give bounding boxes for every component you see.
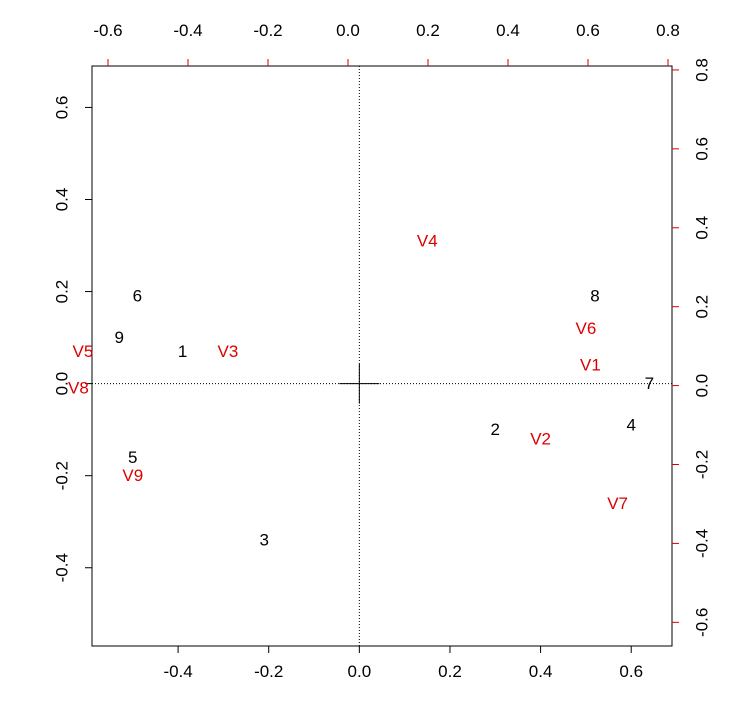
x-tick-label-top: 0.4 bbox=[496, 21, 520, 40]
x-tick-label-bottom: 0.0 bbox=[348, 662, 372, 681]
x-tick-label-bottom: -0.4 bbox=[163, 662, 192, 681]
observation-label-3: 3 bbox=[259, 531, 268, 550]
x-tick-label-top: -0.6 bbox=[93, 21, 122, 40]
observation-label-4: 4 bbox=[626, 416, 635, 435]
reference-lines bbox=[92, 66, 672, 646]
x-tick-label-bottom: 0.2 bbox=[438, 662, 462, 681]
y-tick-label-right: 0.8 bbox=[693, 58, 712, 82]
y-tick-label-left: 0.2 bbox=[53, 280, 72, 304]
y-tick-label-left: -0.2 bbox=[53, 461, 72, 490]
y-tick-label-right: 0.2 bbox=[693, 295, 712, 319]
x-tick-label-top: 0.0 bbox=[336, 21, 360, 40]
variable-label-v7: V7 bbox=[607, 494, 628, 513]
observation-label-8: 8 bbox=[590, 287, 599, 306]
variable-label-v2: V2 bbox=[530, 429, 551, 448]
y-tick-label-right: 0.0 bbox=[693, 374, 712, 398]
y-tick-label-right: -0.6 bbox=[693, 608, 712, 637]
x-tick-label-top: -0.2 bbox=[253, 21, 282, 40]
y-tick-label-right: -0.2 bbox=[693, 450, 712, 479]
y-tick-label-right: -0.4 bbox=[693, 529, 712, 558]
observation-label-2: 2 bbox=[491, 420, 500, 439]
y-axis-right: -0.6 -0.4 -0.2 0.0 0.2 0.4 0.6 0.8 bbox=[672, 58, 712, 637]
x-tick-label-bottom: -0.2 bbox=[254, 662, 283, 681]
y-tick-label-left: 0.4 bbox=[53, 188, 72, 212]
data-points: 1 2 3 4 5 6 7 8 9 V1 V2 V3 V4 V5 V6 V7 V8 V9 bbox=[68, 231, 654, 549]
y-tick-label-left: -0.4 bbox=[53, 553, 72, 582]
variable-label-v6: V6 bbox=[576, 319, 597, 338]
x-tick-label-bottom: 0.6 bbox=[619, 662, 643, 681]
x-axis-bottom: -0.4 -0.2 0.0 0.2 0.4 0.6 bbox=[163, 646, 643, 681]
variable-label-v4: V4 bbox=[417, 231, 438, 250]
y-tick-label-right: 0.4 bbox=[693, 216, 712, 240]
observation-label-6: 6 bbox=[133, 287, 142, 306]
y-tick-label-right: 0.6 bbox=[693, 137, 712, 161]
observation-label-7: 7 bbox=[645, 374, 654, 393]
x-tick-label-top: 0.8 bbox=[656, 21, 680, 40]
y-tick-label-left: 0.0 bbox=[53, 372, 72, 396]
x-tick-label-bottom: 0.4 bbox=[529, 662, 553, 681]
y-tick-label-left: 0.6 bbox=[53, 96, 72, 120]
plot-frame bbox=[91, 65, 673, 647]
observation-label-5: 5 bbox=[128, 448, 137, 467]
x-tick-label-top: 0.2 bbox=[416, 21, 440, 40]
variable-label-v5: V5 bbox=[73, 342, 94, 361]
variable-label-v8: V8 bbox=[68, 379, 89, 398]
x-axis-top: -0.6 -0.4 -0.2 0.0 0.2 0.4 0.6 0.8 bbox=[93, 21, 680, 66]
variable-label-v9: V9 bbox=[122, 466, 143, 485]
variable-label-v1: V1 bbox=[580, 356, 601, 375]
variable-label-v3: V3 bbox=[218, 342, 239, 361]
observation-label-1: 1 bbox=[178, 342, 187, 361]
x-tick-label-top: -0.4 bbox=[173, 21, 202, 40]
y-axis-left: -0.4 -0.2 0.0 0.2 0.4 0.6 bbox=[53, 96, 92, 582]
observation-label-9: 9 bbox=[114, 328, 123, 347]
x-tick-label-top: 0.6 bbox=[576, 21, 600, 40]
